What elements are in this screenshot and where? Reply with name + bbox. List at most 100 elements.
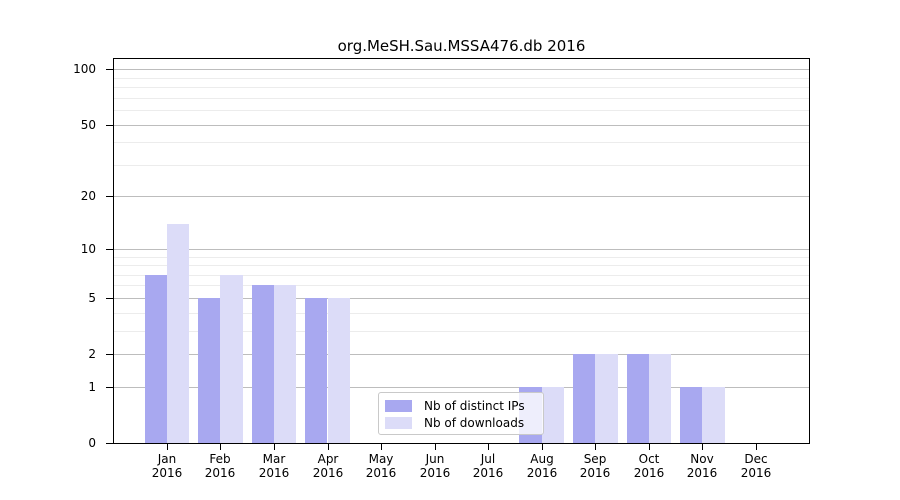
- bar-distinct-ips-sep: [573, 354, 596, 443]
- gridline-major: [114, 354, 809, 355]
- bar-downloads-sep: [595, 354, 618, 443]
- x-tick-label-jun: Jun 2016: [395, 452, 475, 480]
- bar-downloads-oct: [648, 354, 672, 443]
- legend-label-distinct-ips: Nb of distinct IPs: [424, 398, 525, 413]
- gridline-minor: [114, 274, 809, 276]
- x-tick-month: May: [368, 452, 394, 466]
- legend-swatch-downloads: [385, 416, 412, 429]
- chart-title: org.MeSH.Sau.MSSA476.db 2016: [337, 37, 586, 55]
- gridline-minor: [114, 97, 809, 99]
- x-tick-month: Jan: [157, 452, 177, 466]
- gridline-minor: [114, 87, 809, 89]
- x-tick-month: Sep: [583, 452, 607, 466]
- y-tick-mark: [106, 443, 113, 444]
- y-tick-mark: [106, 249, 113, 250]
- x-tick-mark: [220, 444, 221, 450]
- x-tick-year: 2016: [526, 466, 558, 480]
- x-tick-year: 2016: [204, 466, 236, 480]
- x-tick-label-sep: Sep 2016: [555, 452, 635, 480]
- x-tick-mark: [702, 444, 703, 450]
- legend-item-downloads: Nb of downloads: [385, 414, 537, 431]
- x-tick-label-feb: Feb 2016: [180, 452, 260, 480]
- bar-distinct-ips-nov: [680, 386, 703, 443]
- legend-swatch-distinct-ips: [385, 399, 412, 412]
- x-tick-mark: [542, 444, 543, 450]
- x-tick-mark: [381, 444, 382, 450]
- gridline-minor: [114, 77, 809, 79]
- x-tick-year: 2016: [365, 466, 397, 480]
- gridline-major: [114, 297, 809, 299]
- x-tick-label-nov: Nov 2016: [662, 452, 742, 480]
- bar-downloads-aug: [541, 386, 564, 443]
- bar-distinct-ips-oct: [626, 354, 649, 443]
- y-tick-mark: [106, 69, 113, 70]
- x-tick-year: 2016: [151, 466, 183, 480]
- x-tick-mark: [274, 444, 275, 450]
- x-tick-year: 2016: [312, 466, 344, 480]
- y-tick-label: 2: [88, 347, 96, 361]
- gridline-minor: [114, 265, 809, 266]
- gridline-minor: [114, 164, 809, 166]
- bar-downloads-nov: [702, 386, 725, 443]
- x-tick-mark: [595, 444, 596, 450]
- x-tick-year: 2016: [419, 466, 451, 480]
- x-tick-month: Jul: [480, 452, 496, 466]
- gridline-minor: [114, 285, 809, 287]
- x-tick-label-apr: Apr 2016: [288, 452, 368, 480]
- x-tick-label-aug: Aug 2016: [502, 452, 582, 480]
- bar-downloads-apr: [327, 297, 350, 443]
- x-tick-mark: [328, 444, 329, 450]
- bar-downloads-mar: [274, 285, 297, 443]
- x-tick-month: Oct: [638, 452, 660, 466]
- x-tick-label-jul: Jul 2016: [448, 452, 528, 480]
- x-tick-mark: [167, 444, 168, 450]
- legend: Nb of distinct IPs Nb of downloads: [378, 392, 544, 435]
- x-tick-month: Apr: [317, 452, 339, 466]
- x-tick-label-jan: Jan 2016: [127, 452, 207, 480]
- bar-distinct-ips-apr: [305, 297, 328, 443]
- x-tick-year: 2016: [258, 466, 290, 480]
- y-tick-mark: [106, 298, 113, 299]
- y-tick-label: 50: [80, 118, 96, 132]
- x-tick-month: Feb: [209, 452, 231, 466]
- x-tick-label-dec: Dec 2016: [716, 452, 796, 480]
- x-tick-mark: [435, 444, 436, 450]
- gridline-major: [114, 386, 809, 388]
- gridline-minor: [114, 256, 809, 258]
- x-tick-mark: [756, 444, 757, 450]
- gridline-major: [114, 124, 809, 126]
- x-tick-label-oct: Oct 2016: [609, 452, 689, 480]
- y-tick-label: 5: [88, 291, 96, 305]
- bar-distinct-ips-mar: [251, 285, 274, 443]
- x-tick-month: Nov: [690, 452, 714, 466]
- x-tick-month: Jun: [425, 452, 445, 466]
- x-tick-year: 2016: [633, 466, 665, 480]
- x-tick-mark: [488, 444, 489, 450]
- y-tick-mark: [106, 196, 113, 197]
- gridline-minor: [114, 312, 809, 314]
- gridline-minor: [114, 142, 809, 144]
- x-tick-mark: [649, 444, 650, 450]
- y-tick-mark: [106, 125, 113, 126]
- bar-downloads-feb: [220, 274, 243, 443]
- y-tick-mark: [106, 387, 113, 388]
- legend-item-distinct-ips: Nb of distinct IPs: [385, 397, 537, 414]
- gridline-major: [114, 69, 809, 71]
- legend-label-downloads: Nb of downloads: [424, 415, 525, 430]
- bar-distinct-ips-jan: [144, 274, 167, 443]
- x-tick-label-may: May 2016: [341, 452, 421, 480]
- x-tick-year: 2016: [472, 466, 504, 480]
- x-tick-year: 2016: [686, 466, 718, 480]
- gridline-major: [114, 248, 809, 250]
- bar-distinct-ips-feb: [198, 297, 221, 443]
- bar-downloads-jan: [166, 223, 190, 443]
- plot-area: [113, 58, 810, 444]
- x-tick-label-mar: Mar 2016: [234, 452, 314, 480]
- y-tick-label: 100: [73, 62, 96, 76]
- y-tick-label: 1: [88, 380, 96, 394]
- y-tick-label: 10: [80, 242, 96, 256]
- gridline-minor: [114, 330, 809, 332]
- x-tick-year: 2016: [740, 466, 772, 480]
- x-tick-month: Aug: [530, 452, 554, 466]
